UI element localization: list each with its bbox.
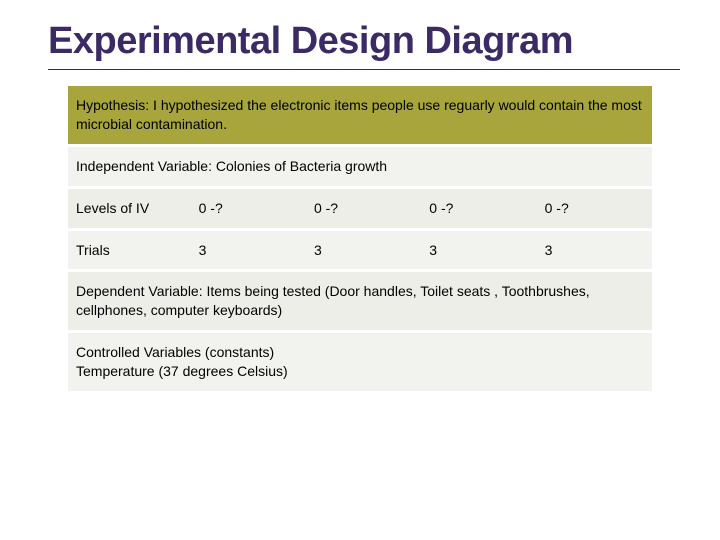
levels-label: Levels of IV bbox=[68, 189, 191, 228]
controlled-variables-text: Controlled Variables (constants) Tempera… bbox=[68, 333, 652, 391]
levels-value-4: 0 -? bbox=[537, 189, 652, 228]
dependent-variable-text: Dependent Variable: Items being tested (… bbox=[68, 272, 652, 330]
trials-row: Trials 3 3 3 3 bbox=[68, 231, 652, 273]
table: Hypothesis: I hypothesized the electroni… bbox=[68, 86, 652, 394]
title-underline: Experimental Design Diagram bbox=[48, 20, 680, 70]
page-title: Experimental Design Diagram bbox=[48, 20, 680, 63]
levels-value-1: 0 -? bbox=[191, 189, 306, 228]
dependent-variable-row: Dependent Variable: Items being tested (… bbox=[68, 272, 652, 333]
levels-value-2: 0 -? bbox=[306, 189, 421, 228]
hypothesis-row: Hypothesis: I hypothesized the electroni… bbox=[68, 86, 652, 147]
independent-variable-text: Independent Variable: Colonies of Bacter… bbox=[68, 147, 652, 186]
slide: Experimental Design Diagram Hypothesis: … bbox=[0, 0, 720, 540]
levels-row: Levels of IV 0 -? 0 -? 0 -? 0 -? bbox=[68, 189, 652, 231]
trials-value-3: 3 bbox=[421, 231, 536, 270]
levels-value-3: 0 -? bbox=[421, 189, 536, 228]
trials-value-2: 3 bbox=[306, 231, 421, 270]
trials-label: Trials bbox=[68, 231, 191, 270]
controlled-variables-row: Controlled Variables (constants) Tempera… bbox=[68, 333, 652, 394]
trials-value-4: 3 bbox=[537, 231, 652, 270]
hypothesis-text: Hypothesis: I hypothesized the electroni… bbox=[68, 86, 652, 144]
trials-value-1: 3 bbox=[191, 231, 306, 270]
independent-variable-row: Independent Variable: Colonies of Bacter… bbox=[68, 147, 652, 189]
